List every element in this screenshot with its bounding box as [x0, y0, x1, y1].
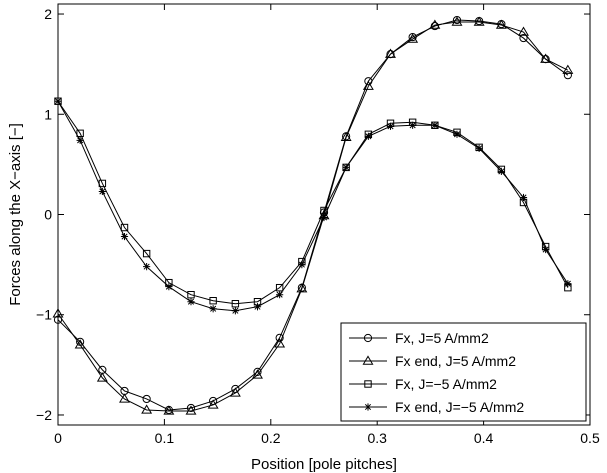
data-point-star	[564, 280, 572, 288]
x-axis-label: Position [pole pitches]	[251, 456, 397, 473]
data-point-star	[76, 136, 84, 144]
data-point-square	[120, 223, 129, 232]
data-point-triangle	[274, 338, 286, 348]
data-point-triangle	[229, 387, 241, 397]
data-point-triangle	[141, 404, 153, 414]
data-point-triangle	[495, 19, 507, 29]
series-3	[54, 97, 572, 308]
data-point-square	[231, 300, 240, 308]
legend-entry: Fx end, J=5 A/mm2	[349, 353, 516, 369]
data-point-star	[342, 163, 350, 171]
legend-label: Fx, J=−5 A/mm2	[395, 376, 497, 392]
data-point-star	[143, 263, 151, 271]
axis-ticks: 0 0.1 0.2 0.3 0.4 0.5 −2 −1 0 1 2	[36, 4, 600, 446]
x-tick-label: 0.1	[155, 430, 175, 446]
data-point-star	[542, 245, 550, 254]
x-tick-label: 0.3	[367, 430, 387, 446]
data-point-circle	[363, 333, 373, 343]
data-point-star	[165, 283, 173, 291]
y-axis-label: Forces along the X−axis [−]	[7, 123, 24, 306]
data-point-square	[142, 249, 151, 258]
data-point-star	[364, 132, 372, 140]
legend-box	[340, 322, 587, 422]
data-point-triangle	[252, 369, 263, 379]
legend-label: Fx, J=5 A/mm2	[395, 330, 489, 346]
data-point-circle	[519, 33, 528, 43]
y-tick-label: −1	[36, 307, 52, 323]
data-point-triangle	[185, 405, 197, 415]
data-point-star	[187, 298, 195, 306]
data-point-triangle	[96, 372, 108, 382]
data-point-triangle	[451, 16, 463, 26]
data-point-star	[409, 121, 417, 129]
data-point-triangle	[362, 355, 374, 365]
legend-entry: Fx, J=5 A/mm2	[349, 330, 489, 346]
data-point-circle	[452, 15, 462, 25]
data-point-circle	[275, 333, 284, 342]
legend-entry: Fx, J=−5 A/mm2	[349, 376, 497, 392]
legend: Fx, J=5 A/mm2 Fx end, J=5 A/mm2 Fx, J=−5 A…	[340, 322, 587, 422]
data-point-triangle	[518, 26, 529, 36]
data-point-star	[276, 291, 284, 299]
data-point-triangle	[119, 393, 130, 403]
data-point-triangle	[74, 339, 86, 349]
data-point-star	[475, 144, 483, 152]
data-point-star	[120, 232, 129, 241]
data-point-triangle	[207, 399, 219, 409]
data-point-triangle	[540, 53, 552, 63]
data-point-star	[519, 193, 528, 202]
y-tick-label: −2	[36, 407, 52, 423]
series-line	[57, 21, 569, 412]
data-point-triangle	[562, 64, 574, 74]
data-point-triangle	[429, 19, 441, 29]
data-point-star	[298, 261, 306, 269]
data-point-triangle	[296, 283, 308, 293]
data-point-triangle	[385, 48, 396, 58]
legend-label: Fx end, J=−5 A/mm2	[395, 399, 524, 415]
legend-label: Fx end, J=5 A/mm2	[395, 353, 516, 369]
x-tick-label: 0.2	[261, 430, 281, 446]
x-tick-label: 0	[54, 430, 62, 446]
data-point-star	[497, 167, 505, 175]
y-tick-label: 2	[44, 6, 52, 22]
data-point-star	[209, 305, 217, 313]
data-point-square	[275, 283, 284, 292]
x-tick-label: 0.4	[474, 430, 494, 446]
data-point-star	[320, 213, 328, 222]
data-point-triangle	[362, 80, 374, 90]
data-point-star	[386, 122, 395, 130]
x-tick-label: 0.5	[580, 430, 600, 446]
data-point-star	[231, 307, 239, 315]
data-point-star	[431, 121, 439, 129]
data-point-star	[253, 303, 262, 311]
data-point-triangle	[407, 33, 419, 43]
data-point-square	[364, 380, 372, 388]
data-point-square	[187, 290, 195, 299]
data-point-circle	[142, 394, 151, 404]
data-point-circle	[563, 71, 572, 80]
series-line	[57, 100, 569, 312]
y-tick-label: 1	[44, 106, 52, 122]
data-point-square	[209, 297, 217, 305]
data-point-triangle	[473, 16, 485, 26]
y-tick-label: 0	[44, 207, 52, 223]
data-point-triangle	[163, 405, 175, 415]
data-point-triangle	[340, 131, 352, 142]
plot-lines	[52, 15, 574, 415]
series-4	[54, 97, 572, 315]
data-point-square	[76, 129, 84, 138]
data-point-star	[364, 403, 372, 411]
data-point-circle	[186, 403, 196, 413]
series-line	[57, 100, 569, 305]
data-point-star	[453, 130, 461, 138]
legend-entry: Fx end, J=−5 A/mm2	[349, 399, 524, 415]
data-point-star	[98, 187, 106, 196]
